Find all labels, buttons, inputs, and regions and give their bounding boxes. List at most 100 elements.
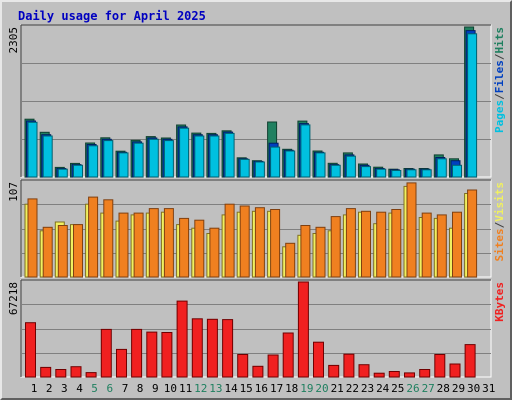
visits-bar-sites-1 xyxy=(27,198,38,278)
hits-bar-pages-16 xyxy=(254,161,265,178)
hits-bar-pages-3 xyxy=(57,168,68,178)
kbytes-plot-area xyxy=(20,279,492,378)
visits-bar-sites-3 xyxy=(57,225,68,278)
hits-bar-pages-27 xyxy=(421,169,432,178)
hits-bar-pages-28 xyxy=(436,158,447,178)
visits-panel: 107 Sites/Visits xyxy=(7,179,506,278)
hits-legend: Pages/Files/Hits xyxy=(493,27,506,133)
hits-bar-pages-13 xyxy=(209,135,220,178)
legend-hits: Hits xyxy=(493,27,506,54)
kbytes-bar-kbytes-18 xyxy=(282,332,294,378)
kbytes-bar-kbytes-16 xyxy=(252,365,264,378)
hits-bar-pages-30 xyxy=(467,33,478,178)
hits-bar-pages-1 xyxy=(27,121,38,178)
x-tick-label-21: 21 xyxy=(331,382,344,395)
legend-files: Files xyxy=(493,60,506,93)
x-tick-label-19: 19 xyxy=(300,382,313,395)
visits-bar-sites-16 xyxy=(254,207,265,278)
x-tick-label-17: 17 xyxy=(270,382,283,395)
legend-sites: Sites xyxy=(493,228,506,261)
visits-bar-sites-22 xyxy=(345,208,356,278)
hits-ymax-label: 2305 xyxy=(7,27,20,54)
hits-bar-pages-10 xyxy=(163,140,174,178)
visits-bar-sites-14 xyxy=(224,203,235,278)
hits-bar-pages-2 xyxy=(42,135,53,178)
x-tick-label-6: 6 xyxy=(106,382,113,395)
x-tick-label-28: 28 xyxy=(437,382,450,395)
kbytes-bar-kbytes-23 xyxy=(358,364,370,378)
hits-bar-pages-6 xyxy=(103,140,114,178)
kbytes-bar-kbytes-13 xyxy=(206,318,218,378)
kbytes-bar-kbytes-29 xyxy=(449,363,461,378)
kbytes-bar-kbytes-4 xyxy=(70,366,82,378)
visits-bar-sites-28 xyxy=(436,214,447,278)
legend-separator: / xyxy=(493,221,506,228)
x-tick-label-16: 16 xyxy=(255,382,268,395)
x-tick-label-2: 2 xyxy=(46,382,53,395)
kbytes-bar-kbytes-10 xyxy=(161,332,173,378)
x-tick-label-3: 3 xyxy=(61,382,68,395)
x-tick-label-31: 31 xyxy=(482,382,495,395)
x-tick-label-4: 4 xyxy=(76,382,83,395)
hits-bar-pages-12 xyxy=(194,135,205,178)
kbytes-ymax-label: 67218 xyxy=(7,282,20,315)
hits-bar-pages-7 xyxy=(118,152,129,178)
x-tick-label-12: 12 xyxy=(194,382,207,395)
x-tick-label-25: 25 xyxy=(391,382,404,395)
legend-separator: / xyxy=(493,93,506,100)
visits-bar-sites-20 xyxy=(315,226,326,278)
hits-bar-pages-20 xyxy=(315,152,326,178)
x-tick-label-14: 14 xyxy=(224,382,238,395)
kbytes-bar-kbytes-2 xyxy=(40,366,52,378)
hits-bar-pages-8 xyxy=(133,142,144,178)
x-tick-label-23: 23 xyxy=(361,382,374,395)
visits-bar-sites-29 xyxy=(452,211,462,278)
kbytes-bar-kbytes-30 xyxy=(464,344,476,378)
hits-bar-pages-17 xyxy=(270,146,281,178)
x-tick-label-30: 30 xyxy=(467,382,480,395)
visits-bar-sites-23 xyxy=(361,210,371,278)
chart-title: Daily usage for April 2025 xyxy=(18,9,206,23)
x-tick-label-5: 5 xyxy=(91,382,98,395)
kbytes-bar-kbytes-21 xyxy=(328,364,340,378)
visits-bar-sites-10 xyxy=(163,208,174,278)
kbytes-bar-kbytes-12 xyxy=(191,318,203,378)
visits-bar-sites-18 xyxy=(285,242,296,278)
kbytes-panel: 67218 KBytes xyxy=(7,279,506,378)
hits-bar-pages-26 xyxy=(406,169,417,178)
kbytes-bar-kbytes-8 xyxy=(131,328,143,378)
hits-bar-pages-18 xyxy=(285,150,296,178)
hits-bar-pages-4 xyxy=(73,164,83,178)
kbytes-bar-kbytes-28 xyxy=(434,354,446,378)
hits-bar-pages-22 xyxy=(345,155,356,178)
hits-bar-pages-9 xyxy=(148,138,159,178)
kbytes-legend: KBytes xyxy=(493,282,506,322)
kbytes-bar-kbytes-19 xyxy=(297,281,309,378)
hits-bar-pages-19 xyxy=(300,124,311,178)
kbytes-bar-kbytes-11 xyxy=(176,300,188,378)
x-tick-label-27: 27 xyxy=(422,382,435,395)
visits-bar-sites-27 xyxy=(421,212,432,278)
visits-bar-sites-4 xyxy=(73,224,83,278)
x-tick-label-10: 10 xyxy=(164,382,177,395)
hits-bar-pages-29 xyxy=(452,164,462,178)
hits-bar-pages-21 xyxy=(330,164,341,178)
visits-bar-sites-9 xyxy=(148,208,159,278)
kbytes-bar-kbytes-22 xyxy=(343,353,355,378)
kbytes-bar-kbytes-6 xyxy=(100,328,112,378)
x-tick-label-8: 8 xyxy=(137,382,144,395)
hits-bar-pages-15 xyxy=(239,158,250,178)
hits-bar-pages-5 xyxy=(88,145,99,178)
kbytes-bar-kbytes-3 xyxy=(55,369,67,378)
hits-bar-pages-23 xyxy=(361,166,371,178)
visits-bar-sites-21 xyxy=(330,216,341,278)
kbytes-bar-kbytes-5 xyxy=(85,372,97,378)
hits-bar-pages-24 xyxy=(376,168,387,178)
hits-bar-pages-14 xyxy=(224,132,235,178)
kbytes-bar-kbytes-20 xyxy=(313,341,324,378)
kbytes-bar-kbytes-14 xyxy=(222,319,234,378)
visits-bar-sites-8 xyxy=(133,212,144,278)
visits-bar-sites-6 xyxy=(103,199,114,278)
visits-bar-sites-26 xyxy=(406,182,417,278)
